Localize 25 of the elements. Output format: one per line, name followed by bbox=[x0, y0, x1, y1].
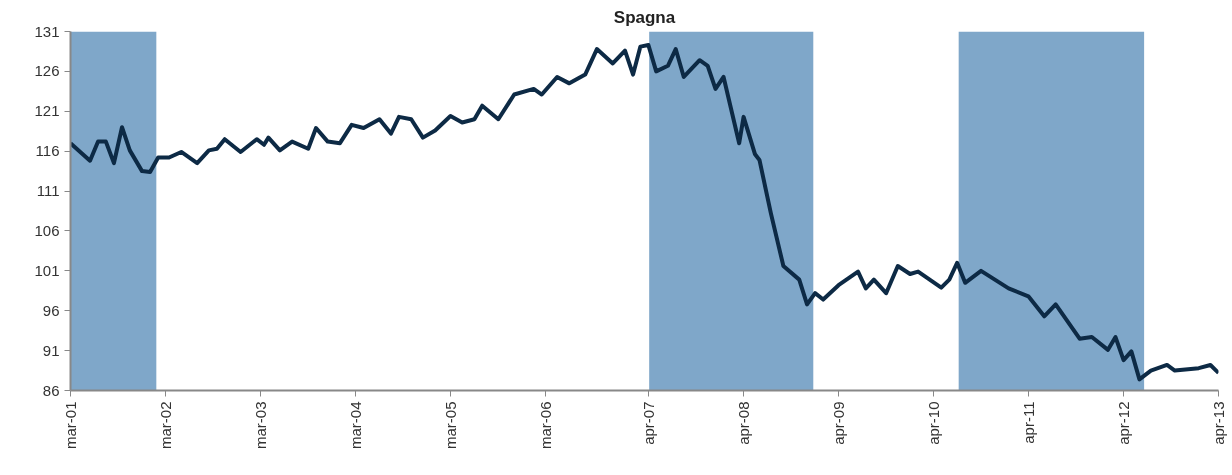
x-tick-label: apr-12 bbox=[1115, 401, 1133, 445]
line-series bbox=[70, 43, 1219, 382]
x-tick-label: mar-05 bbox=[441, 401, 459, 450]
chart-title: Spagna bbox=[613, 7, 676, 27]
x-tick-label: mar-03 bbox=[251, 401, 269, 450]
y-tick-label: 121 bbox=[34, 102, 60, 120]
y-tick-label: 116 bbox=[35, 142, 60, 160]
y-tick-label: 96 bbox=[42, 301, 60, 319]
x-tick-label: apr-11 bbox=[1019, 401, 1037, 444]
x-tick-label: mar-04 bbox=[347, 401, 365, 450]
x-tick-label: apr-09 bbox=[830, 401, 848, 445]
y-tick-label: 131 bbox=[34, 22, 60, 40]
y-tick-label: 126 bbox=[34, 62, 60, 80]
x-tick-label: apr-10 bbox=[924, 401, 942, 445]
y-tick-label: 86 bbox=[42, 381, 60, 399]
y-tick-label: 106 bbox=[34, 221, 60, 239]
x-tick-label: mar-06 bbox=[536, 401, 554, 450]
x-tick-label: apr-07 bbox=[639, 401, 657, 445]
x-tick-label: mar-01 bbox=[62, 401, 79, 450]
y-tick-label: 91 bbox=[42, 341, 60, 359]
y-tick-label: 111 bbox=[36, 182, 60, 200]
y-tick-label: 101 bbox=[34, 261, 60, 279]
x-tick-label: mar-02 bbox=[156, 401, 174, 450]
x-tick-label: apr-13 bbox=[1210, 401, 1227, 445]
x-tick-label: apr-08 bbox=[735, 401, 753, 445]
